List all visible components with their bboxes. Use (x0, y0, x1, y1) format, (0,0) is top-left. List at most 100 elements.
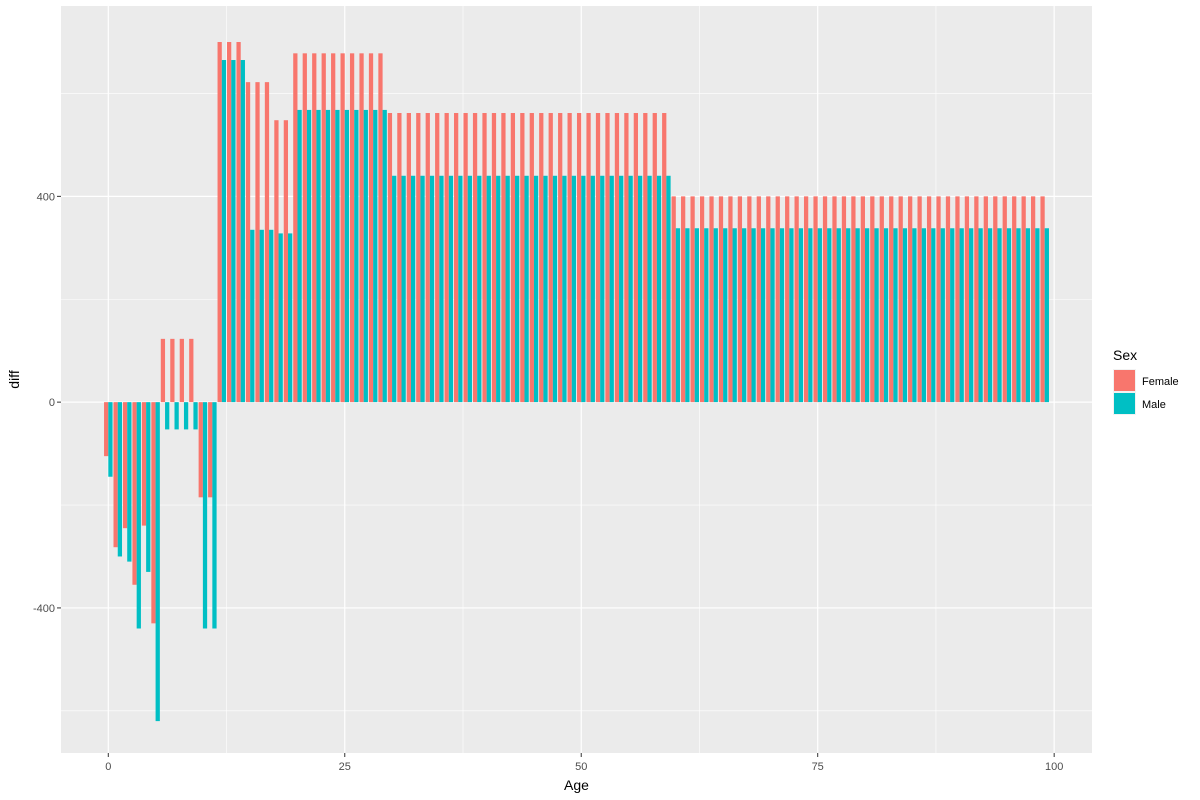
bar-female-age-50 (576, 113, 582, 403)
bar-male-age-53 (609, 175, 614, 403)
bar-male-age-90 (959, 228, 964, 403)
bar-male-age-16 (259, 229, 264, 403)
bar-male-age-31 (401, 175, 406, 403)
bar-female-age-85 (908, 196, 913, 403)
bar-female-age-7 (170, 338, 175, 403)
x-tick-label: 25 (339, 761, 351, 773)
x-tick-label: 0 (105, 761, 111, 773)
bar-female-age-75 (813, 196, 818, 403)
bar-female-age-36 (444, 113, 449, 403)
bar-male-age-48 (562, 175, 567, 403)
bar-male-age-11 (212, 402, 217, 629)
bar-male-age-43 (515, 175, 520, 403)
bar-male-age-15 (250, 229, 255, 403)
bar-male-age-75 (817, 228, 822, 403)
bar-male-age-49 (571, 175, 577, 403)
bar-female-age-8 (179, 338, 184, 403)
legend: Sex Female Male (1113, 347, 1179, 415)
bar-male-age-79 (855, 228, 860, 403)
bar-male-age-55 (628, 175, 633, 403)
bar-female-age-74 (803, 196, 809, 403)
bar-female-age-32 (406, 113, 411, 403)
bar-male-age-70 (770, 228, 775, 403)
bar-male-age-35 (439, 175, 444, 403)
bar-male-age-20 (297, 109, 302, 403)
bar-male-age-73 (798, 228, 804, 403)
bar-female-age-67 (737, 196, 743, 403)
bar-male-age-60 (675, 228, 681, 403)
bar-male-age-81 (874, 228, 879, 403)
bar-female-age-16 (255, 82, 260, 403)
bar-female-age-96 (1012, 196, 1017, 403)
bar-male-age-32 (410, 175, 416, 403)
x-tick-label: 75 (812, 761, 824, 773)
bar-female-age-3 (132, 402, 137, 585)
bar-female-age-10 (198, 402, 203, 498)
bar-female-age-5 (151, 402, 156, 624)
bar-male-age-92 (978, 228, 983, 403)
bar-male-age-7 (174, 402, 179, 430)
bar-female-age-93 (983, 196, 988, 403)
legend-key-female (1114, 370, 1135, 391)
bar-male-age-12 (221, 60, 227, 403)
bar-male-age-40 (486, 175, 491, 403)
bar-male-age-89 (950, 228, 955, 403)
bar-female-age-44 (520, 113, 525, 403)
bar-male-age-68 (751, 228, 756, 403)
bar-female-age-17 (264, 82, 270, 403)
x-tick-label: 100 (1045, 761, 1063, 773)
bar-male-age-65 (723, 228, 728, 403)
x-axis-title: Age (564, 777, 589, 793)
bar-female-age-84 (898, 196, 903, 403)
bar-male-age-91 (969, 228, 974, 403)
bar-female-age-12 (217, 42, 222, 403)
bar-female-age-31 (397, 113, 402, 403)
bar-female-age-68 (747, 196, 752, 403)
bar-male-age-0 (108, 402, 113, 477)
bar-female-age-37 (454, 113, 459, 403)
bar-male-age-41 (496, 175, 501, 403)
legend-key-male (1114, 393, 1135, 414)
bar-female-age-28 (368, 53, 374, 403)
bar-male-age-61 (685, 228, 690, 403)
bar-male-age-72 (789, 228, 794, 403)
bar-female-age-51 (586, 113, 591, 403)
bar-male-age-5 (155, 402, 160, 722)
bar-female-age-97 (1021, 196, 1026, 403)
bar-male-age-58 (656, 175, 662, 403)
bar-female-age-79 (851, 196, 856, 403)
x-axis: 0 25 50 75 100 (105, 753, 1063, 773)
bar-male-age-44 (524, 175, 529, 403)
bar-female-age-29 (378, 53, 383, 403)
bar-male-age-77 (836, 228, 841, 403)
bar-female-age-13 (227, 42, 232, 403)
bar-female-age-15 (245, 82, 251, 403)
bar-male-age-59 (666, 175, 671, 403)
bar-male-age-54 (619, 175, 624, 403)
bar-female-age-64 (709, 196, 714, 403)
bar-female-age-88 (936, 196, 941, 403)
bar-female-age-2 (122, 402, 128, 529)
bar-male-age-6 (165, 402, 170, 430)
bar-male-age-42 (505, 175, 510, 403)
bar-male-age-9 (193, 402, 198, 430)
bar-male-age-56 (637, 175, 643, 403)
bar-female-age-35 (435, 113, 440, 403)
bar-male-age-36 (448, 175, 454, 403)
bar-female-age-40 (482, 113, 487, 403)
bar-male-age-21 (306, 109, 312, 403)
bar-female-age-81 (870, 196, 875, 403)
bar-female-age-1 (113, 402, 118, 548)
bar-male-age-78 (846, 228, 851, 403)
bar-female-age-20 (293, 53, 298, 403)
bar-female-age-14 (236, 42, 241, 403)
legend-label-male: Male (1142, 399, 1166, 411)
bar-female-age-89 (945, 196, 951, 403)
bar-female-age-22 (312, 53, 317, 403)
bar-male-age-24 (335, 109, 340, 403)
bar-female-age-77 (832, 196, 837, 403)
bar-male-age-95 (1006, 228, 1012, 403)
bar-male-age-22 (316, 109, 321, 403)
bar-female-age-26 (349, 53, 355, 403)
